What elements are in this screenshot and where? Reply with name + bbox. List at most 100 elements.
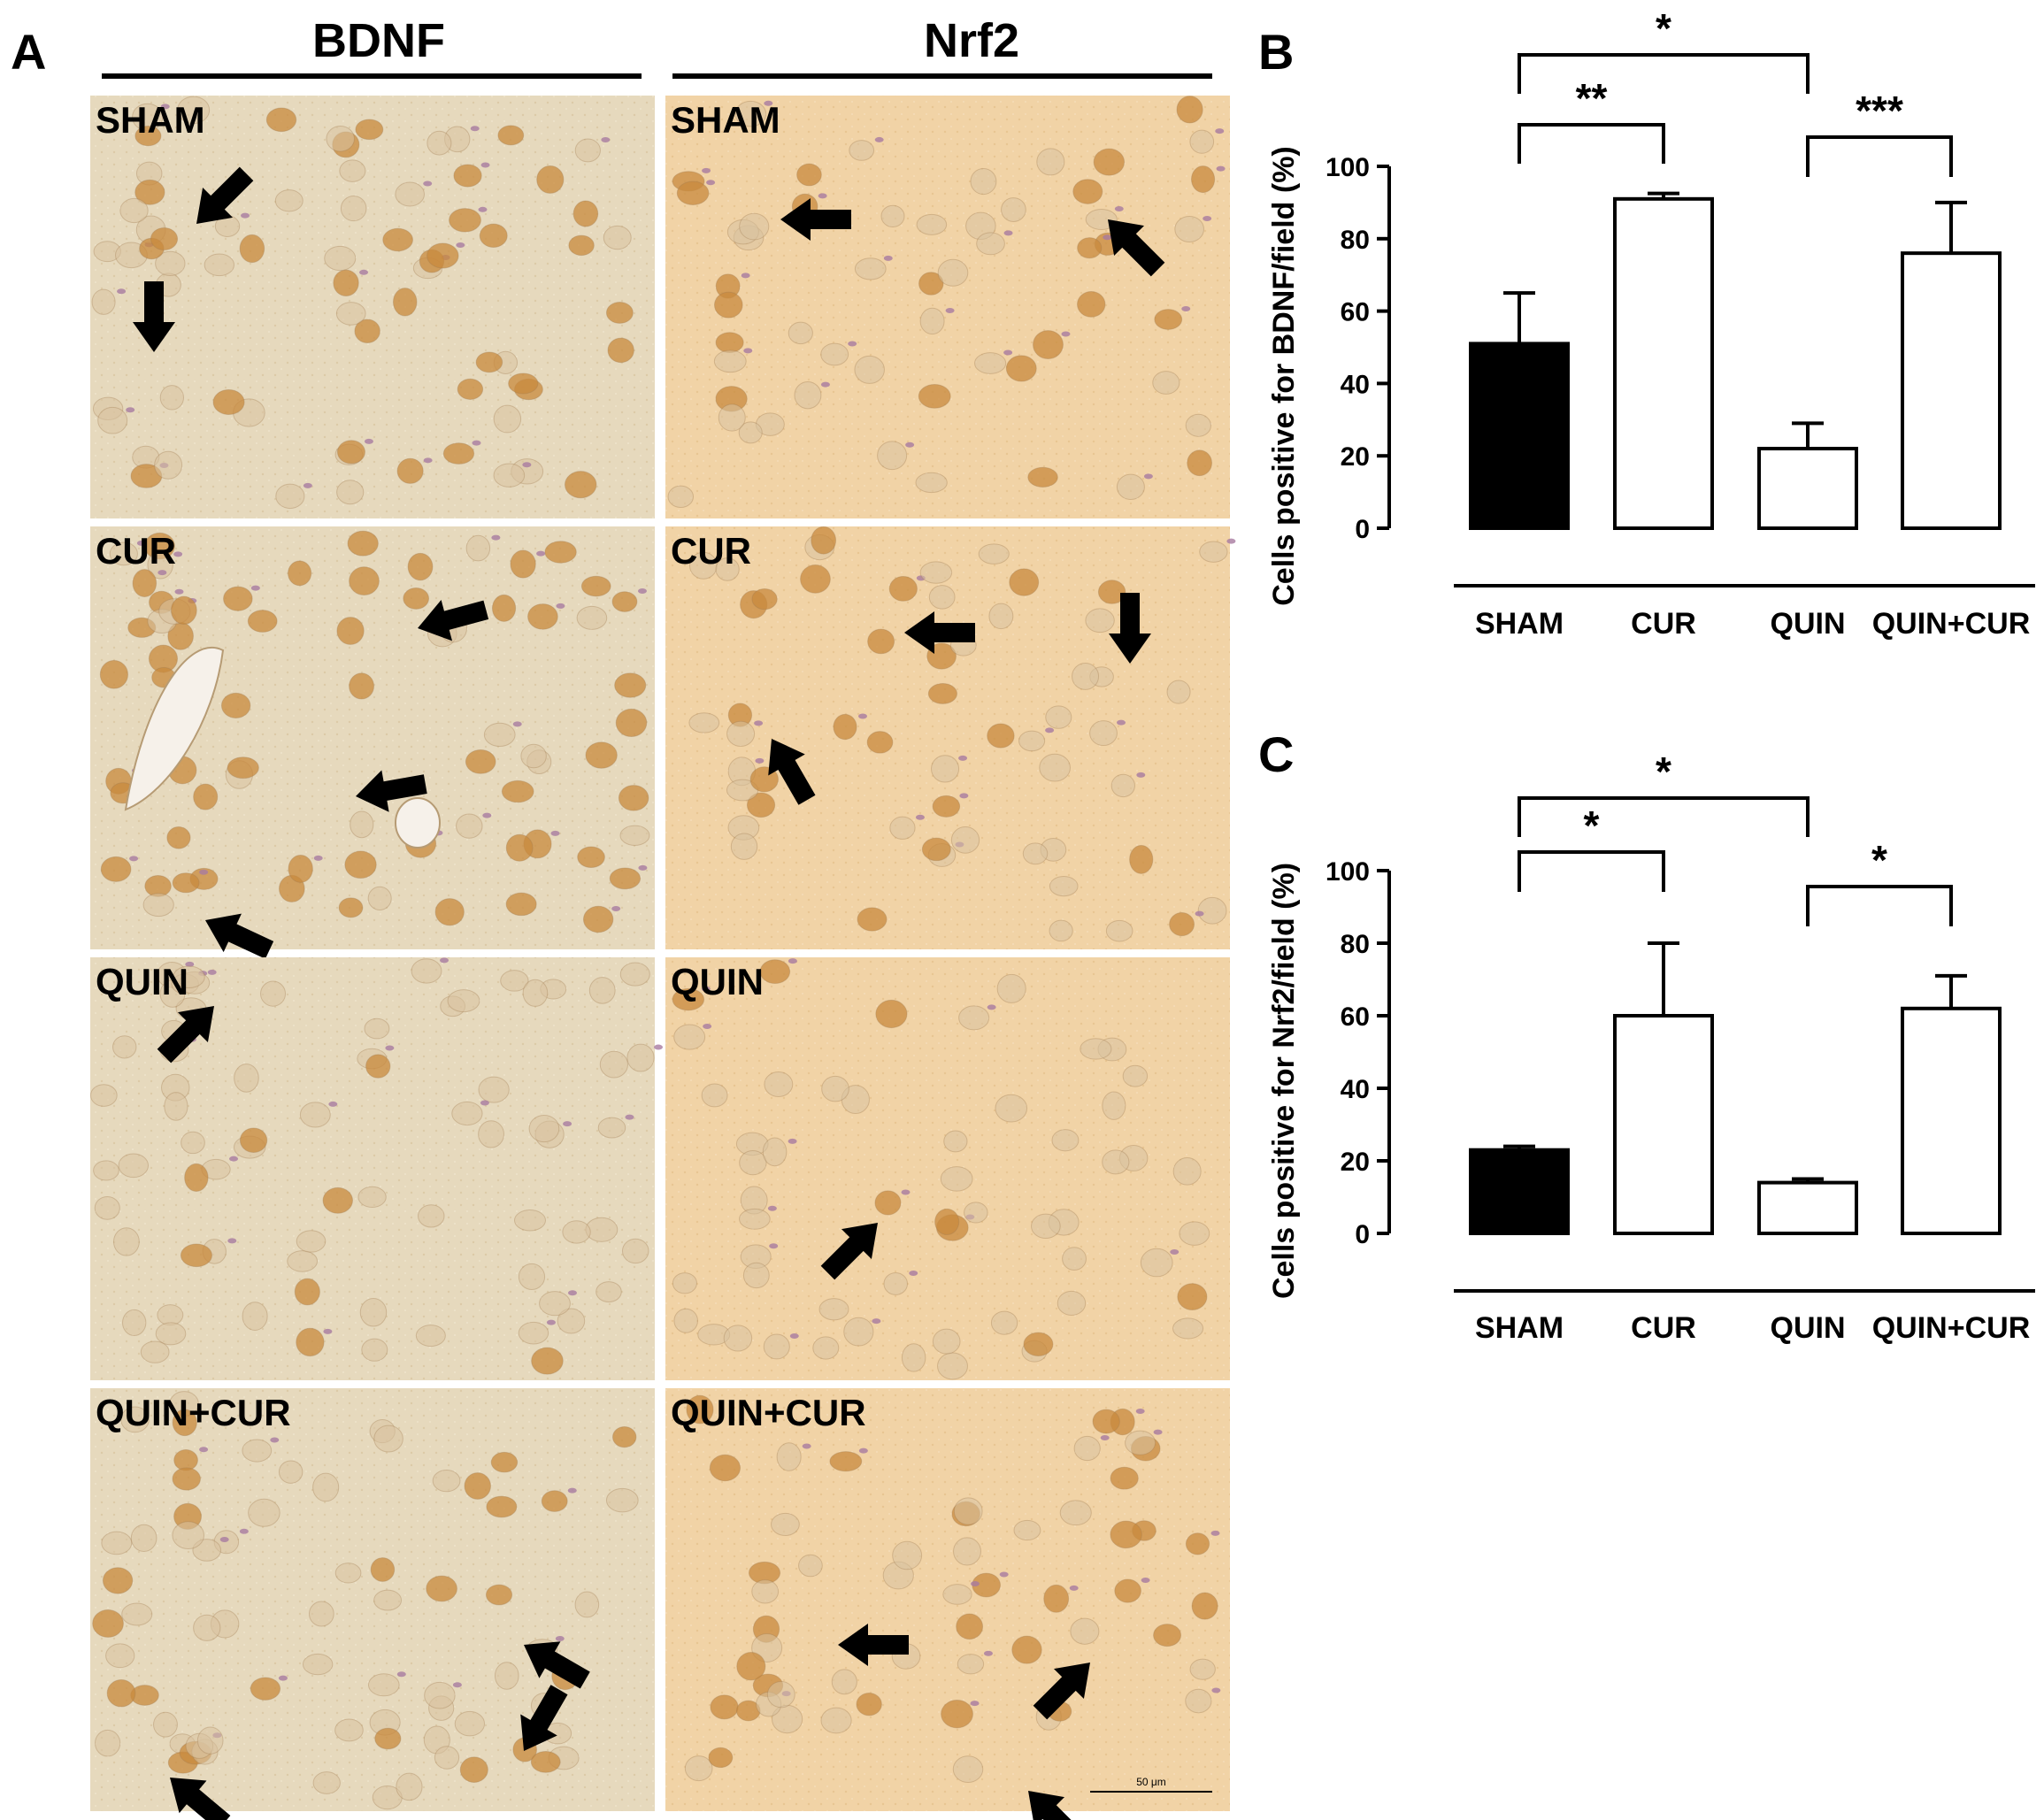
glial-cell <box>1210 1530 1220 1536</box>
glial-cell <box>303 482 312 488</box>
cell-nucleus <box>609 867 642 890</box>
cell-nucleus <box>762 1137 788 1167</box>
micrograph-tile: CUR <box>665 526 1236 949</box>
cell-nucleus <box>987 723 1015 749</box>
cell-nucleus <box>312 1472 340 1502</box>
micrograph-tile: SHAM <box>665 96 1230 518</box>
glial-cell <box>703 1024 712 1030</box>
cell-nucleus <box>953 1537 981 1566</box>
cell-nucleus <box>355 119 384 141</box>
cell-nucleus <box>1018 730 1046 752</box>
cell-nucleus <box>1176 96 1203 124</box>
arrow-marker <box>904 611 975 654</box>
glial-cell <box>741 273 750 279</box>
cell-nucleus <box>449 208 481 233</box>
cell-nucleus <box>370 1557 396 1582</box>
cell-nucleus <box>1154 309 1183 330</box>
glial-cell <box>945 307 955 313</box>
cell-nucleus <box>223 586 253 611</box>
cell-nucleus <box>172 872 200 894</box>
cell-nucleus <box>247 610 278 633</box>
glial-cell <box>958 755 968 761</box>
cell-nucleus <box>274 189 304 212</box>
cell-nucleus <box>456 813 483 839</box>
cell-nucleus <box>676 180 710 205</box>
cell-nucleus <box>730 833 758 860</box>
cell-nucleus <box>242 1439 273 1463</box>
glial-cell <box>207 969 217 975</box>
glial-cell <box>883 255 893 261</box>
glial-cell <box>987 1004 996 1010</box>
glial-cell <box>743 348 753 354</box>
cell-nucleus <box>1073 1435 1101 1462</box>
glial-cell <box>219 1536 229 1542</box>
cell-nucleus <box>1116 473 1145 501</box>
cell-nucleus <box>157 1304 184 1326</box>
cell-nucleus <box>1102 1149 1130 1175</box>
bar-quin <box>1757 447 1858 530</box>
cell-nucleus <box>603 225 632 250</box>
cell-nucleus <box>426 130 452 156</box>
cell-nucleus <box>220 692 251 718</box>
cell-nucleus <box>505 892 537 917</box>
cell-nucleus <box>426 1575 457 1602</box>
cell-nucleus <box>1051 1129 1080 1152</box>
cell-nucleus <box>672 1272 697 1294</box>
cell-nucleus <box>1190 165 1216 194</box>
cell-nucleus <box>877 441 908 471</box>
cell-nucleus <box>607 337 634 364</box>
cell-nucleus <box>196 1726 224 1755</box>
cell-nucleus <box>1057 1290 1087 1316</box>
glial-cell <box>491 534 501 541</box>
cell-nucleus <box>562 1220 591 1244</box>
glial-cell <box>818 193 827 199</box>
cell-nucleus <box>172 1521 205 1550</box>
cell-nucleus <box>1022 842 1049 865</box>
cell-nucleus <box>811 526 837 555</box>
glial-cell <box>1195 910 1204 917</box>
cell-nucleus <box>978 543 1010 564</box>
cell-nucleus <box>1187 449 1213 477</box>
cell-nucleus <box>457 378 484 400</box>
x-category-label: CUR <box>1631 1311 1696 1345</box>
cell-nucleus <box>288 560 312 587</box>
cell-nucleus <box>568 234 595 257</box>
glial-cell <box>1114 206 1124 212</box>
cell-nucleus <box>1049 919 1073 942</box>
cell-nucleus <box>424 1681 456 1709</box>
cell-nucleus <box>91 288 116 315</box>
cell-nucleus <box>336 617 365 645</box>
micrograph-label-quin-cur: QUIN+CUR <box>671 1392 866 1433</box>
cell-nucleus <box>92 1609 124 1638</box>
x-category-label: CUR <box>1631 607 1696 641</box>
cell-nucleus <box>140 1340 170 1363</box>
cell-nucleus <box>928 585 956 610</box>
cell-nucleus <box>843 1317 874 1347</box>
cell-nucleus <box>742 1262 770 1289</box>
cell-nucleus <box>1199 541 1228 563</box>
cell-nucleus <box>820 1707 852 1734</box>
glial-cell <box>789 1332 799 1339</box>
cell-nucleus <box>109 541 138 566</box>
glial-cell <box>1003 349 1013 356</box>
cell-nucleus <box>883 1272 908 1295</box>
micrograph-label-sham: SHAM <box>96 99 205 141</box>
cell-nucleus <box>518 1321 549 1345</box>
cell-nucleus <box>746 792 776 818</box>
cell-nucleus <box>354 319 380 343</box>
cell-nucleus <box>359 1297 388 1327</box>
cell-nucleus <box>132 569 158 597</box>
cell-nucleus <box>204 253 235 277</box>
cell-nucleus <box>112 1035 137 1059</box>
cell-nucleus <box>1152 371 1180 395</box>
glial-cell <box>1135 1409 1145 1415</box>
glial-cell <box>250 585 260 591</box>
arrow-marker <box>418 600 489 641</box>
cell-nucleus <box>302 1653 334 1676</box>
cell-nucleus <box>1197 896 1227 925</box>
cell-nucleus <box>1011 1635 1042 1664</box>
cell-nucleus <box>932 1328 961 1355</box>
cell-nucleus <box>1185 1688 1212 1714</box>
cell-nucleus <box>336 480 365 505</box>
cell-nucleus <box>134 179 165 205</box>
